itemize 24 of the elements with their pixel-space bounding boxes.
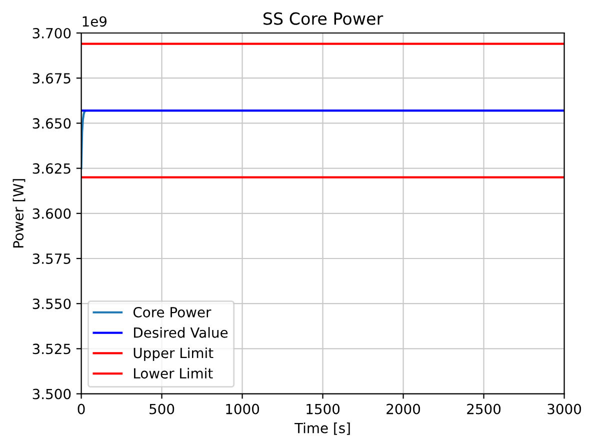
y-tick-label: 3.675 bbox=[32, 73, 70, 84]
chart-title: SS Core Power bbox=[264, 12, 384, 25]
y-tick-label: 3.650 bbox=[32, 118, 71, 129]
legend-label: Upper Limit bbox=[134, 347, 214, 361]
y-tick-label: 3.500 bbox=[32, 388, 71, 400]
y-tick-label: 3.700 bbox=[32, 28, 71, 38]
y-tick-label: 3.625 bbox=[32, 163, 70, 174]
x-tick-label: 0 bbox=[78, 404, 85, 414]
legend-label: Lower Limit bbox=[134, 368, 213, 379]
x-tick-label: 2500 bbox=[467, 404, 501, 414]
x-tick-label: 500 bbox=[150, 404, 174, 414]
text: 1e9 bbox=[82, 16, 107, 27]
y-tick-label: 3.525 bbox=[32, 344, 70, 354]
x-tick-label: 1000 bbox=[226, 404, 260, 414]
x-tick-label: 3000 bbox=[548, 404, 582, 414]
y-tick-label: 3.550 bbox=[32, 298, 71, 310]
x-axis-title: Time [s] bbox=[294, 422, 350, 435]
x-tick-label: 1500 bbox=[306, 404, 340, 414]
y-tick-label: 3.600 bbox=[32, 208, 71, 219]
y-axis-title: Power [W] bbox=[12, 179, 26, 248]
legend-label: Core Power bbox=[133, 306, 212, 318]
legend-label: Desired Value bbox=[134, 327, 228, 338]
x-tick-label: 2000 bbox=[386, 404, 420, 414]
y-tick-label: 3.575 bbox=[32, 253, 70, 264]
